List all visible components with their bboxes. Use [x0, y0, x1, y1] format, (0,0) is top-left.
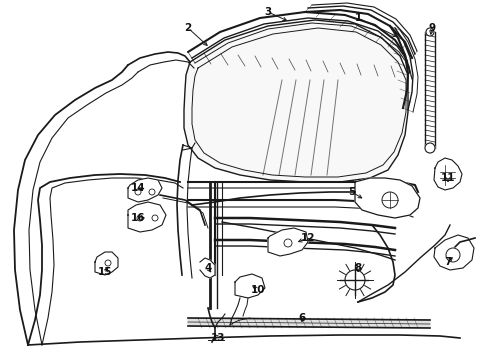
Text: 3: 3: [265, 7, 271, 17]
Polygon shape: [355, 178, 420, 218]
Polygon shape: [200, 258, 215, 278]
Text: 4: 4: [204, 263, 212, 273]
Text: 9: 9: [428, 23, 436, 33]
Text: 8: 8: [354, 263, 362, 273]
Polygon shape: [184, 20, 408, 182]
Polygon shape: [434, 158, 462, 190]
Text: 14: 14: [131, 183, 146, 193]
Circle shape: [284, 239, 292, 247]
Circle shape: [426, 28, 434, 36]
Circle shape: [137, 215, 143, 221]
Polygon shape: [128, 178, 162, 202]
Circle shape: [152, 215, 158, 221]
Circle shape: [425, 143, 435, 153]
Polygon shape: [128, 202, 166, 232]
Text: 1: 1: [354, 13, 362, 23]
Text: 6: 6: [298, 313, 306, 323]
Polygon shape: [95, 252, 118, 275]
Circle shape: [105, 260, 111, 266]
Circle shape: [149, 189, 155, 195]
Text: 11: 11: [441, 173, 455, 183]
Text: 5: 5: [348, 187, 356, 197]
Text: 10: 10: [251, 285, 265, 295]
Text: 15: 15: [98, 267, 112, 277]
Polygon shape: [268, 228, 308, 256]
Circle shape: [446, 248, 460, 262]
Text: 13: 13: [211, 333, 225, 343]
Circle shape: [345, 270, 365, 290]
Circle shape: [135, 189, 141, 195]
Text: 7: 7: [444, 257, 452, 267]
Polygon shape: [434, 235, 474, 270]
Text: 2: 2: [184, 23, 192, 33]
Polygon shape: [188, 318, 430, 328]
Polygon shape: [235, 274, 265, 298]
Text: 12: 12: [301, 233, 315, 243]
Text: 16: 16: [131, 213, 145, 223]
